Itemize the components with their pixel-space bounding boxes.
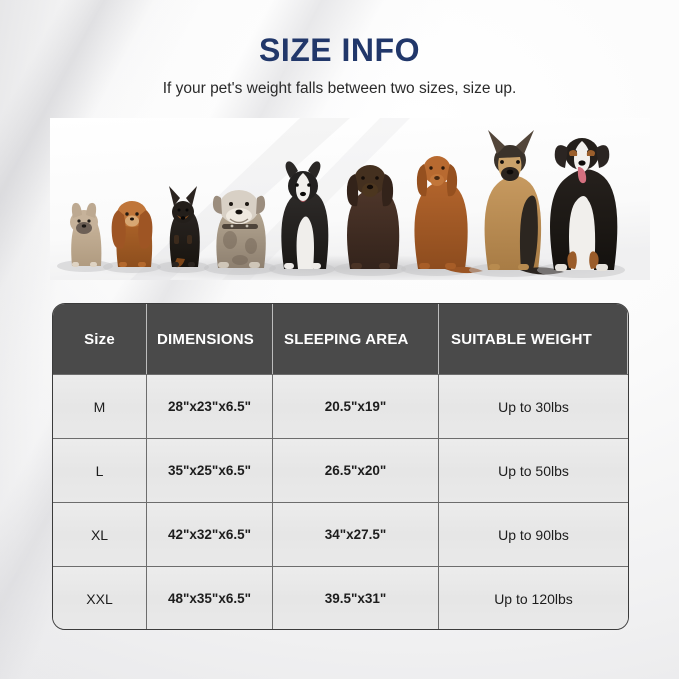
page-header: SIZE INFO If your pet's weight falls bet…: [0, 30, 679, 100]
cell-dimensions: 48"x35"x6.5": [147, 567, 273, 629]
dog-cavalier-spaniel: [103, 201, 161, 273]
page-title: SIZE INFO: [259, 32, 420, 68]
column-header-sleeping-area: SLEEPING AREA: [273, 304, 439, 374]
cell-size: L: [53, 439, 147, 502]
cell-sleeping-area: 39.5"x31": [273, 567, 439, 629]
cell-suitable-weight: Up to 90lbs: [498, 526, 569, 543]
column-header-dimensions: DIMENSIONS: [147, 304, 273, 374]
size-info-table: Size DIMENSIONS SLEEPING AREA SUITABLE W…: [52, 303, 629, 630]
dog-border-collie: [269, 161, 335, 276]
cell-size: XL: [53, 503, 147, 566]
dog-chocolate-labrador: [334, 165, 406, 276]
cell-sleeping-area: 34"x27.5": [273, 503, 439, 566]
dog-english-bulldog: [204, 190, 276, 275]
dog-german-shepherd: [469, 130, 564, 277]
cell-sleeping-area: 26.5"x20": [273, 439, 439, 502]
table-row: M 28"x23"x6.5" 20.5"x19" Up to 30lbs: [53, 374, 628, 438]
table-row: L 35"x25"x6.5" 26.5"x20" Up to 50lbs: [53, 438, 628, 502]
cell-dimensions: 28"x23"x6.5": [147, 375, 273, 438]
table-row: XXL 48"x35"x6.5" 39.5"x31" Up to 120lbs: [53, 566, 628, 629]
dog-lineup-photo: [50, 118, 650, 280]
cell-sleeping-area: 20.5"x19": [273, 375, 439, 438]
page-subtitle: If your pet's weight falls between two s…: [162, 80, 517, 97]
dog-bernese-mountain-dog: [537, 138, 625, 278]
column-header-size: Size: [53, 304, 147, 374]
table-header-row: Size DIMENSIONS SLEEPING AREA SUITABLE W…: [53, 304, 628, 374]
table-row: XL 42"x32"x6.5" 34"x27.5" Up to 90lbs: [53, 502, 628, 566]
cell-suitable-weight: Up to 120lbs: [494, 590, 573, 607]
cell-suitable-weight: Up to 50lbs: [498, 462, 569, 479]
cell-size: M: [53, 375, 147, 438]
cell-dimensions: 35"x25"x6.5": [147, 439, 273, 502]
column-header-suitable-weight: SUITABLE WEIGHT: [439, 304, 628, 374]
dog-miniature-pinscher: [157, 186, 209, 273]
dog-french-bulldog: [57, 202, 113, 272]
cell-size: XXL: [53, 567, 147, 629]
cell-suitable-weight: Up to 30lbs: [498, 398, 569, 415]
cell-dimensions: 42"x32"x6.5": [147, 503, 273, 566]
dog-vizsla: [401, 156, 483, 276]
dog-lineup-illustration: [50, 118, 650, 280]
